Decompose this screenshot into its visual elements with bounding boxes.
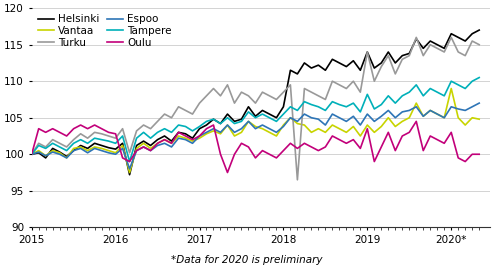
Espoo — [29, 153, 35, 156]
Espoo — [224, 123, 230, 127]
Vantaa — [224, 123, 230, 127]
Text: *Data for 2020 is preliminary: *Data for 2020 is preliminary — [171, 255, 323, 265]
Tampere — [168, 131, 174, 134]
Tampere — [476, 76, 482, 79]
Helsinki — [476, 29, 482, 32]
Turku — [217, 94, 223, 98]
Vantaa — [462, 123, 468, 127]
Helsinki — [141, 139, 147, 143]
Oulu — [476, 153, 482, 156]
Oulu — [266, 153, 272, 156]
Helsinki — [168, 139, 174, 143]
Helsinki — [420, 47, 426, 50]
Line: Espoo: Espoo — [32, 103, 479, 169]
Vantaa — [448, 87, 454, 90]
Oulu — [29, 153, 35, 156]
Espoo — [168, 145, 174, 149]
Oulu — [217, 153, 223, 156]
Tampere — [266, 116, 272, 119]
Line: Tampere: Tampere — [32, 78, 479, 162]
Line: Turku: Turku — [32, 37, 479, 180]
Oulu — [413, 120, 419, 123]
Turku — [259, 91, 265, 94]
Tampere — [29, 153, 35, 156]
Vantaa — [141, 142, 147, 145]
Tampere — [141, 131, 147, 134]
Turku — [162, 112, 167, 116]
Line: Vantaa: Vantaa — [32, 89, 479, 173]
Oulu — [462, 160, 468, 163]
Turku — [133, 129, 139, 132]
Helsinki — [224, 112, 230, 116]
Legend: Helsinki, Vantaa, Turku, Espoo, Tampere, Oulu: Helsinki, Vantaa, Turku, Espoo, Tampere,… — [37, 13, 173, 48]
Espoo — [266, 127, 272, 130]
Oulu — [427, 134, 433, 138]
Vantaa — [29, 153, 35, 156]
Line: Oulu: Oulu — [32, 121, 479, 173]
Turku — [462, 54, 468, 57]
Helsinki — [462, 39, 468, 43]
Helsinki — [126, 173, 132, 176]
Vantaa — [420, 115, 426, 118]
Turku — [476, 43, 482, 46]
Helsinki — [266, 112, 272, 116]
Espoo — [126, 167, 132, 170]
Oulu — [224, 171, 230, 174]
Tampere — [126, 160, 132, 163]
Oulu — [162, 138, 167, 141]
Tampere — [224, 116, 230, 119]
Espoo — [462, 109, 468, 112]
Turku — [413, 36, 419, 39]
Turku — [427, 43, 433, 46]
Tampere — [462, 87, 468, 90]
Vantaa — [168, 142, 174, 145]
Turku — [294, 178, 300, 182]
Helsinki — [29, 153, 35, 156]
Tampere — [420, 94, 426, 98]
Line: Helsinki: Helsinki — [32, 30, 479, 175]
Espoo — [476, 101, 482, 105]
Vantaa — [476, 118, 482, 121]
Oulu — [133, 149, 139, 152]
Espoo — [420, 115, 426, 118]
Vantaa — [266, 131, 272, 134]
Vantaa — [126, 171, 132, 174]
Turku — [29, 153, 35, 156]
Espoo — [141, 145, 147, 149]
